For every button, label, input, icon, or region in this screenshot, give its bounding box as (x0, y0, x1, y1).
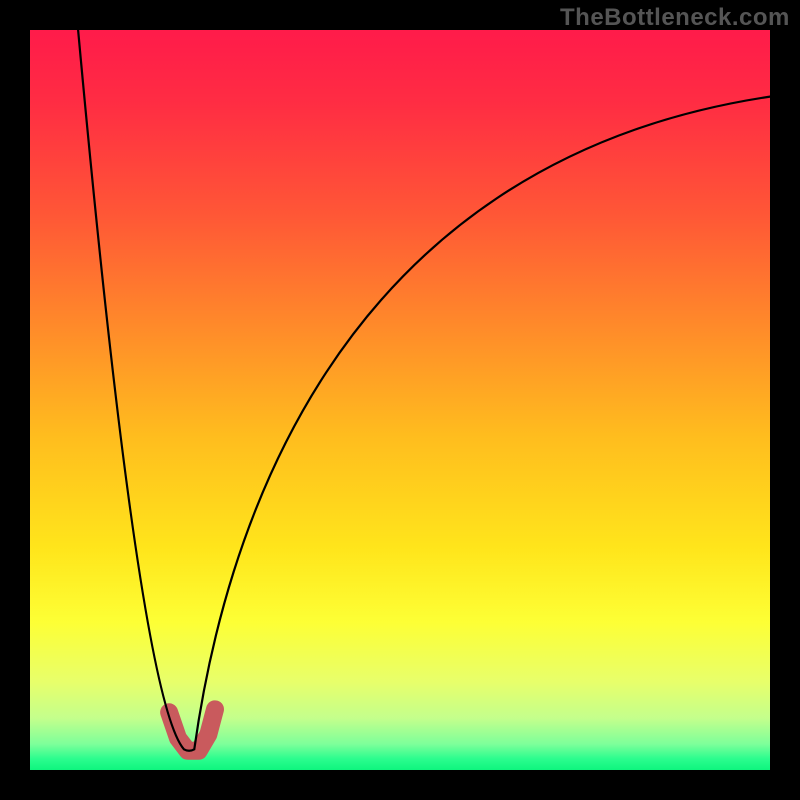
watermark-text: TheBottleneck.com (560, 4, 790, 32)
bottleneck-chart (0, 0, 800, 800)
gradient-background (30, 30, 770, 770)
